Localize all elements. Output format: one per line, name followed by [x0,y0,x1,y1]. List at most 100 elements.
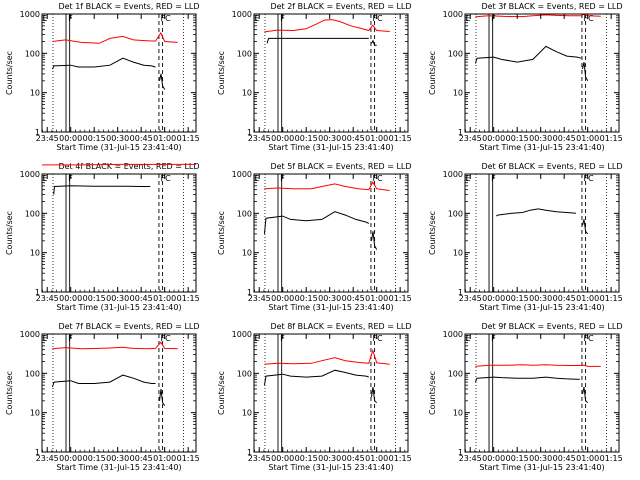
x-axis-label: Start Time (31-Jul-15 23:41:40) [56,303,181,312]
x-tick-label: 00:00 [271,454,294,463]
y-tick-label: 1 [458,448,463,457]
events-series-line [263,211,370,234]
x-tick-label: 23:45 [459,134,482,143]
marker-letter: E [255,14,260,23]
events-tail-line [159,388,166,406]
x-axis-label: Start Time (31-Jul-15 23:41:40) [479,303,604,312]
plot-frame [253,13,409,133]
x-tick-label: 00:30 [106,294,129,303]
events-series-line [474,45,582,64]
x-tick-label: 00:30 [318,134,341,143]
x-tick-label: 00:45 [553,454,576,463]
lld-series-line [52,31,178,44]
x-tick-label: 00:00 [59,294,82,303]
x-tick-label: 00:15 [83,294,106,303]
panel-title: Det 1f BLACK = Events, RED = LLD [58,2,199,11]
x-tick-label: 00:45 [342,294,365,303]
events-tail-line [582,61,589,82]
y-tick-label: 1000 [20,10,40,19]
events-series-line [51,374,156,388]
y-axis-label: Counts/sec [217,371,226,415]
x-tick-label: 01:00 [576,134,599,143]
marker-letter: FC [584,174,595,183]
events-tail-line [582,219,589,235]
x-tick-label: 01:00 [365,134,388,143]
x-tick-label: 23:45 [36,454,59,463]
x-tick-label: 00:00 [482,454,505,463]
lld-series-line [475,364,601,367]
x-axis-label: Start Time (31-Jul-15 23:41:40) [479,463,604,472]
marker-letter: FC [373,14,384,23]
y-tick-label: 1000 [443,330,463,339]
x-tick-label: 01:15 [600,294,623,303]
y-tick-label: 1 [247,288,252,297]
y-tick-label: 100 [25,209,40,218]
x-tick-label: 00:45 [130,294,153,303]
lld-series-line [52,341,178,350]
x-tick-label: 23:45 [36,134,59,143]
x-tick-label: 00:45 [342,454,365,463]
y-tick-label: 100 [448,49,463,58]
events-series-line [263,369,369,386]
x-tick-label: 01:15 [177,454,200,463]
y-tick-label: 1000 [20,330,40,339]
x-tick-label: 01:15 [177,134,200,143]
y-tick-label: 1 [247,448,252,457]
x-tick-label: 00:45 [130,454,153,463]
y-axis-label: Counts/sec [5,211,14,255]
marker-letter: E [466,334,471,343]
panel-title: Det 9f BLACK = Events, RED = LLD [481,322,622,331]
y-axis-label: Counts/sec [5,51,14,95]
x-tick-label: 00:30 [318,454,341,463]
panel-det-8: Det 8f BLACK = Events, RED = LLDEFFC1101… [217,322,412,472]
x-tick-label: 01:00 [576,454,599,463]
x-tick-label: 01:00 [365,454,388,463]
y-tick-label: 100 [237,369,252,378]
panel-title: Det 2f BLACK = Events, RED = LLD [270,2,411,11]
plot-frame [464,333,620,453]
x-tick-label: 00:00 [59,454,82,463]
x-tick-label: 01:00 [365,294,388,303]
marker-letter: E [43,334,48,343]
y-axis-label: Counts/sec [217,211,226,255]
y-axis-label: Counts/sec [428,51,437,95]
y-tick-label: 10 [242,249,252,258]
y-axis-label: Counts/sec [5,371,14,415]
panel-det-7: Det 7f BLACK = Events, RED = LLDEFFC1101… [5,322,200,472]
events-tail-line [371,231,378,250]
x-tick-label: 01:00 [153,454,176,463]
panel-det-3: Det 3f BLACK = Events, RED = LLDEFFC1101… [428,2,623,152]
y-tick-label: 1000 [443,170,463,179]
y-tick-label: 100 [25,49,40,58]
x-tick-label: 00:30 [318,294,341,303]
x-tick-label: 23:45 [248,294,271,303]
y-axis-label: Counts/sec [217,51,226,95]
y-tick-label: 100 [25,369,40,378]
y-tick-label: 1 [458,288,463,297]
x-tick-label: 00:30 [106,134,129,143]
marker-letter: FC [161,14,172,23]
x-tick-label: 00:15 [295,294,318,303]
y-tick-label: 1000 [232,170,252,179]
lld-series-line [475,13,601,18]
marker-letter: FC [373,174,384,183]
y-tick-label: 1000 [443,10,463,19]
panel-title: Det 3f BLACK = Events, RED = LLD [481,2,622,11]
y-axis-label: Counts/sec [428,211,437,255]
events-tail-line [159,73,166,90]
x-axis-label: Start Time (31-Jul-15 23:41:40) [268,463,393,472]
x-tick-label: 00:45 [553,134,576,143]
y-tick-label: 10 [453,409,463,418]
panel-det-6: Det 6f BLACK = Events, RED = LLDEFFC1101… [428,162,623,312]
x-tick-label: 01:15 [389,294,412,303]
marker-letter: E [255,334,260,343]
events-series-line [51,57,156,70]
x-tick-label: 00:15 [506,454,529,463]
marker-letter: E [466,14,471,23]
x-tick-label: 23:45 [459,294,482,303]
plot-frame [253,173,409,293]
y-tick-label: 100 [237,49,252,58]
y-axis-label: Counts/sec [428,371,437,415]
x-tick-label: 00:00 [59,134,82,143]
x-tick-label: 00:45 [342,134,365,143]
